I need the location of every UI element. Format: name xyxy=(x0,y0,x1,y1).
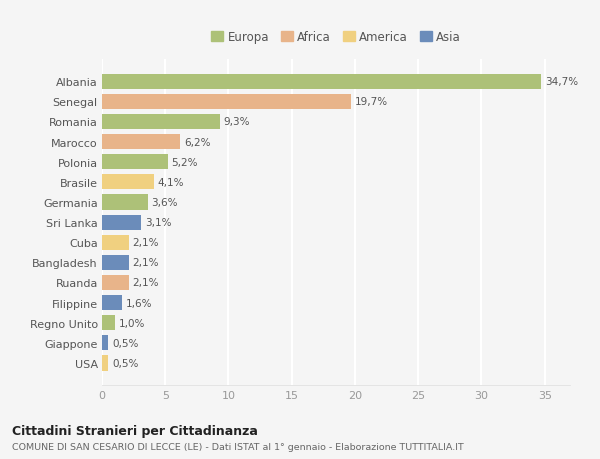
Text: 0,5%: 0,5% xyxy=(112,338,139,348)
Text: 1,6%: 1,6% xyxy=(126,298,152,308)
Bar xyxy=(102,356,109,371)
Bar xyxy=(102,255,128,270)
Bar xyxy=(102,135,181,150)
Bar xyxy=(102,74,541,90)
Bar xyxy=(102,115,220,130)
Text: 19,7%: 19,7% xyxy=(355,97,388,107)
Bar xyxy=(102,155,168,170)
Text: COMUNE DI SAN CESARIO DI LECCE (LE) - Dati ISTAT al 1° gennaio - Elaborazione TU: COMUNE DI SAN CESARIO DI LECCE (LE) - Da… xyxy=(12,442,464,451)
Bar xyxy=(102,296,122,310)
Text: 6,2%: 6,2% xyxy=(184,137,211,147)
Bar xyxy=(102,315,115,330)
Bar xyxy=(102,95,351,110)
Bar xyxy=(102,215,141,230)
Bar xyxy=(102,235,128,250)
Text: 2,1%: 2,1% xyxy=(133,278,159,288)
Bar xyxy=(102,175,154,190)
Text: 3,6%: 3,6% xyxy=(151,197,178,207)
Text: 4,1%: 4,1% xyxy=(158,178,184,187)
Bar xyxy=(102,195,148,210)
Text: 9,3%: 9,3% xyxy=(223,117,250,127)
Text: 2,1%: 2,1% xyxy=(133,238,159,248)
Text: 34,7%: 34,7% xyxy=(545,77,578,87)
Bar xyxy=(102,275,128,291)
Text: 0,5%: 0,5% xyxy=(112,358,139,368)
Text: 3,1%: 3,1% xyxy=(145,218,172,228)
Legend: Europa, Africa, America, Asia: Europa, Africa, America, Asia xyxy=(206,27,466,49)
Text: 2,1%: 2,1% xyxy=(133,258,159,268)
Text: 1,0%: 1,0% xyxy=(118,318,145,328)
Text: 5,2%: 5,2% xyxy=(172,157,198,168)
Text: Cittadini Stranieri per Cittadinanza: Cittadini Stranieri per Cittadinanza xyxy=(12,424,258,437)
Bar xyxy=(102,336,109,351)
